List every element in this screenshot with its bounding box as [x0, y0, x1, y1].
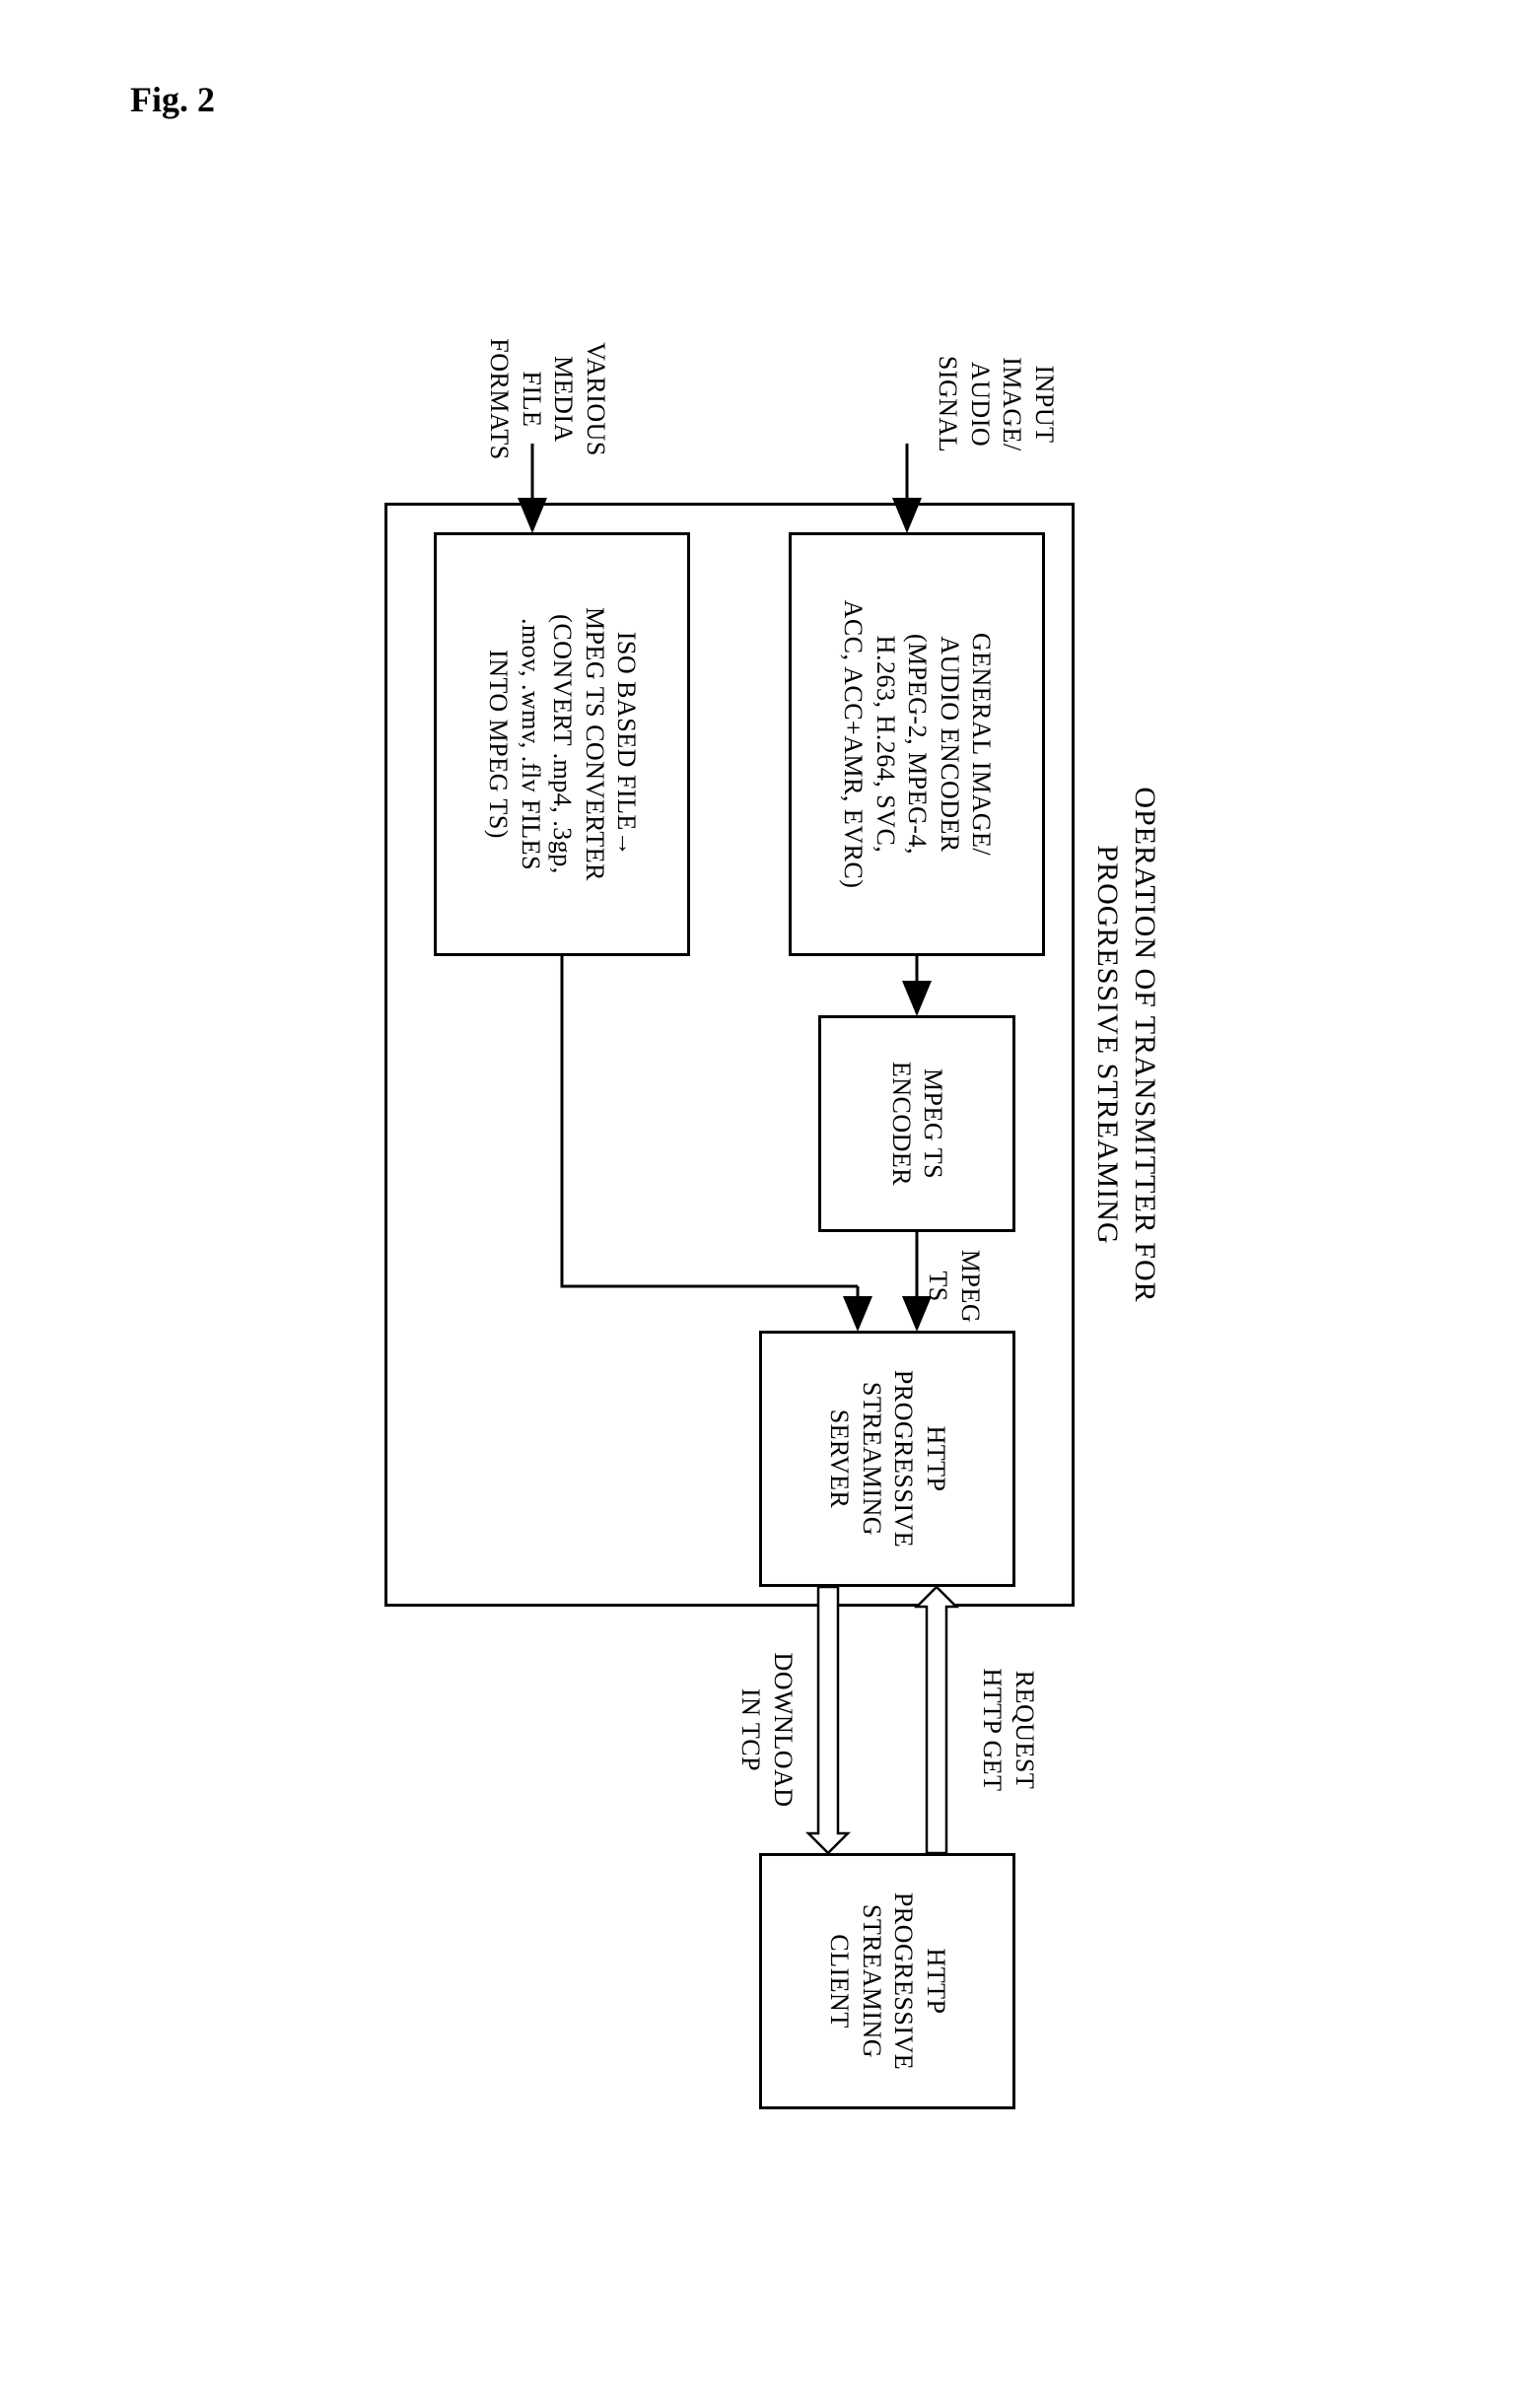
ts-encoder-box: MPEG TS ENCODER [818, 1015, 1015, 1232]
encoder-box: GENERAL IMAGE/ AUDIO ENCODER (MPEG-2, MP… [789, 532, 1045, 956]
diagram-root: OPERATION OF TRANSMITTER FOR PROGRESSIVE… [148, 276, 1282, 2149]
request-label: REQUEST HTTP GET [976, 1626, 1040, 1833]
converter-box: ISO BASED FILE→ MPEG TS CONVERTER (CONVE… [434, 532, 690, 956]
diagram-title: OPERATION OF TRANSMITTER FOR PROGRESSIVE… [1089, 700, 1163, 1390]
server-box: HTTP PROGRESSIVE STREAMING SERVER [759, 1331, 1015, 1587]
client-box: HTTP PROGRESSIVE STREAMING CLIENT [759, 1853, 1015, 2109]
figure-label: Fig. 2 [113, 79, 232, 120]
mpeg-ts-label: MPEG TS [922, 1237, 986, 1336]
input-signal-label: INPUT IMAGE/ AUDIO SIGNAL [932, 315, 1060, 493]
various-formats-label: VARIOUS MEDIA FILE FORMATS [483, 296, 611, 503]
download-label: DOWNLOAD IN TCP [734, 1626, 799, 1833]
